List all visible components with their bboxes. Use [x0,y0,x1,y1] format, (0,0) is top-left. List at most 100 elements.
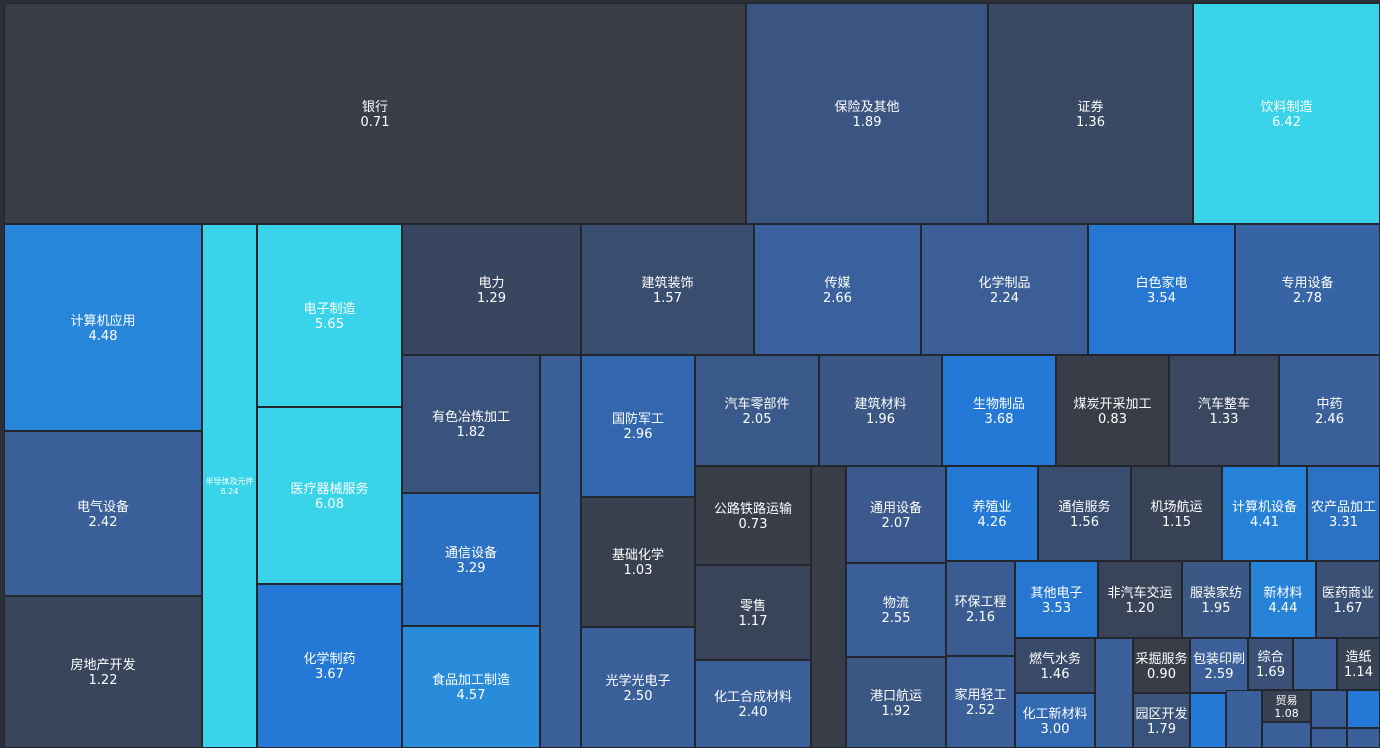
tile-name: 医疗器械服务 [290,481,369,497]
treemap-tile[interactable]: 煤炭开采加工 0.83 [1056,355,1169,466]
tile-label: 农产品加工 3.31 [1308,500,1379,530]
treemap-tile[interactable]: 有色冶炼加工 1.82 [402,355,540,493]
tile-name: 国防军工 [611,412,664,427]
treemap-tile[interactable]: 专用设备 2.78 [1235,224,1380,355]
treemap-tile[interactable]: 港口航运 1.92 [846,657,946,748]
treemap-tile[interactable]: 机场航运 1.15 [1131,466,1222,561]
treemap-tile[interactable]: 通信设备 3.29 [402,493,540,626]
tile-label: 贸易 1.08 [1263,694,1310,720]
tile-label: 燃气水务 1.46 [1016,652,1094,682]
tile-value: 2.40 [738,705,768,720]
treemap-tile[interactable]: 汽车整车 1.33 [1169,355,1279,466]
treemap-tile[interactable]: 光学光电子 2.50 [581,627,695,748]
tile-value: 1.22 [88,673,118,688]
treemap-tile[interactable]: 通用设备 2.07 [846,466,946,563]
tile-name: 港口航运 [869,688,922,704]
treemap-tile[interactable]: 电子制造 5.65 [257,224,402,407]
treemap-tile[interactable]: 白色家电 3.54 [1088,224,1235,355]
tile-label: 化学制品 2.24 [922,276,1087,306]
treemap-tile[interactable]: 生物制品 3.68 [942,355,1056,466]
treemap-tile[interactable]: 服装家纺 1.95 [1182,561,1250,638]
treemap-tile[interactable]: 造纸 1.14 [1337,638,1380,690]
tile-value: 2.59 [1204,666,1234,682]
treemap-tile[interactable]: 化工合成材料 2.40 [695,660,811,748]
treemap-tile[interactable]: 饮料制造 6.42 [1193,3,1380,224]
treemap-tile[interactable]: 非汽车交运 1.20 [1098,561,1182,638]
treemap-tile[interactable]: 农产品加工 3.31 [1307,466,1380,561]
tile-label: 通信服务 1.56 [1039,500,1130,530]
treemap-tile[interactable]: 新材料 4.44 [1250,561,1316,638]
tile-name: 证券 [1077,99,1104,115]
treemap-tile[interactable]: 燃气水务 1.46 [1015,638,1095,693]
tile-label: 公路铁路运输 0.73 [696,502,810,532]
treemap-tile[interactable]: 养殖业 4.26 [946,466,1038,561]
tile-name: 汽车整车 [1197,396,1250,412]
treemap-tile[interactable]: 化学制药 3.67 [257,584,402,748]
tile-label: 机场航运 1.15 [1132,500,1221,530]
treemap-tile[interactable]: 银行 0.71 [4,3,746,224]
treemap-tile[interactable]: 中药 2.46 [1279,355,1380,466]
treemap-tile[interactable]: 物流 2.55 [846,563,946,657]
treemap-tile[interactable]: 汽车零部件 2.05 [695,355,819,466]
treemap-tile[interactable]: 计算机应用 4.48 [4,224,202,431]
treemap-tile-unlabeled[interactable] [1262,722,1311,748]
tile-value: 0.73 [738,516,768,532]
treemap-tile[interactable]: 医疗器械服务 6.08 [257,407,402,584]
tile-label: 采掘服务 0.90 [1134,652,1189,682]
tile-name: 服装家纺 [1189,585,1242,601]
treemap-tile[interactable]: 保险及其他 1.89 [746,3,988,224]
treemap-tile[interactable]: 公路铁路运输 0.73 [695,466,811,565]
treemap-tile-unlabeled[interactable] [1311,690,1347,728]
treemap-tile[interactable]: 综合 1.69 [1248,638,1293,690]
treemap-tile[interactable]: 半导体及元件 6.24 [202,224,257,748]
treemap-tile[interactable]: 包装印刷 2.59 [1190,638,1248,693]
tile-value: 2.42 [88,514,118,530]
treemap-tile[interactable]: 家用轻工 2.52 [946,656,1015,748]
tile-name: 通信设备 [444,545,497,561]
treemap-tile[interactable]: 基础化学 1.03 [581,497,695,627]
treemap-tile[interactable]: 环保工程 2.16 [946,561,1015,656]
tile-value: 5.65 [315,316,344,332]
treemap-tile[interactable]: 国防军工 2.96 [581,355,695,497]
treemap-tile[interactable]: 贸易 1.08 [1262,690,1311,722]
treemap-tile-unlabeled[interactable] [1347,728,1380,748]
treemap-tile[interactable]: 食品加工制造 4.57 [402,626,540,748]
treemap-tile-unlabeled[interactable] [1347,690,1380,728]
treemap-tile[interactable]: 建筑材料 1.96 [819,355,942,466]
treemap-tile[interactable]: 园区开发 1.79 [1133,693,1190,748]
tile-value: 1.36 [1076,114,1105,130]
tile-value: 2.96 [623,427,653,442]
treemap-tile-unlabeled[interactable] [1095,638,1133,748]
treemap-tile[interactable]: 医药商业 1.67 [1316,561,1380,638]
treemap-tile[interactable]: 通信服务 1.56 [1038,466,1131,561]
treemap-tile-unlabeled[interactable] [1226,690,1262,748]
tile-value: 1.95 [1201,600,1231,616]
treemap-tile[interactable]: 化学制品 2.24 [921,224,1088,355]
treemap-tile-unlabeled[interactable] [1190,693,1226,748]
treemap-tile[interactable]: 建筑装饰 1.57 [581,224,754,355]
tile-value: 4.26 [977,514,1007,530]
tile-label: 计算机应用 4.48 [5,314,201,344]
treemap-tile[interactable]: 证券 1.36 [988,3,1193,224]
treemap-tile-unlabeled[interactable] [1293,638,1337,690]
treemap-tile[interactable]: 采掘服务 0.90 [1133,638,1190,693]
treemap-tile[interactable]: 其他电子 3.53 [1015,561,1098,638]
tile-value: 0.83 [1098,411,1127,427]
tile-value: 1.08 [1274,707,1299,720]
tile-label: 煤炭开采加工 0.83 [1057,397,1168,427]
treemap-tile[interactable]: 计算机设备 4.41 [1222,466,1307,561]
treemap-tile[interactable]: 传媒 2.66 [754,224,921,355]
tile-name: 新材料 [1263,585,1303,601]
treemap-tile[interactable]: 电力 1.29 [402,224,581,355]
treemap-tile-unlabeled[interactable] [1311,728,1347,748]
tile-name: 机场航运 [1150,499,1203,515]
treemap-tile[interactable]: 化工新材料 3.00 [1015,693,1095,748]
treemap-tile[interactable]: 零售 1.17 [695,565,811,660]
tile-value: 1.17 [738,613,768,629]
treemap-tile-unlabeled[interactable] [811,466,846,748]
treemap-tile[interactable]: 电气设备 2.42 [4,431,202,596]
treemap-tile[interactable]: 房地产开发 1.22 [4,596,202,748]
treemap-tile-unlabeled[interactable] [540,355,581,748]
tile-value: 1.69 [1256,665,1285,680]
tile-value: 6.42 [1272,114,1301,130]
